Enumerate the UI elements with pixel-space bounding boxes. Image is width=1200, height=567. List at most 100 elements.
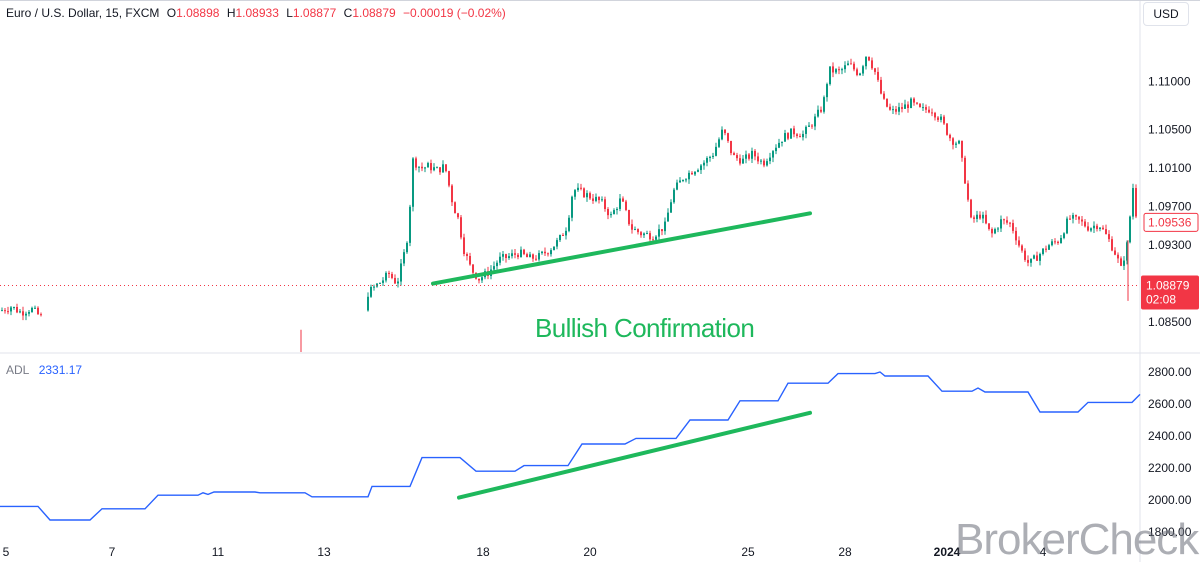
candle-body <box>547 253 549 255</box>
candle-body <box>409 206 411 243</box>
price-trendline <box>431 211 812 286</box>
candle-body <box>682 179 684 181</box>
candle-body <box>1129 216 1131 243</box>
candle-body <box>793 128 795 135</box>
candle-body <box>736 155 738 159</box>
candle-body <box>442 164 444 173</box>
candle-body <box>784 133 786 142</box>
candle-body <box>508 256 510 258</box>
price-tag-countdown: 02:08 <box>1146 293 1176 307</box>
high-value: 1.08933 <box>235 6 279 20</box>
symbol-legend: Euro / U.S. Dollar, 15, FXCM O1.08898 H1… <box>6 6 510 20</box>
candle-body <box>493 266 495 270</box>
candle-body <box>556 240 558 247</box>
candle-body <box>1069 218 1071 220</box>
candle-body <box>451 185 453 203</box>
candle-body <box>430 163 432 171</box>
high-label: H <box>226 6 236 20</box>
candle-body <box>1012 223 1014 231</box>
candle-body <box>661 229 663 232</box>
candle-body <box>628 209 630 225</box>
brokercheck-watermark: BrokerCheck <box>955 515 1199 564</box>
candle-body <box>1072 215 1074 219</box>
candle-body <box>397 281 399 284</box>
candle-body <box>751 150 753 159</box>
candle-body <box>766 161 768 166</box>
candle-body <box>646 233 648 235</box>
candle-body <box>1015 230 1017 241</box>
candle-body <box>754 150 756 157</box>
candle-body <box>853 63 855 70</box>
candle-body <box>22 311 24 316</box>
candle-body <box>13 306 15 308</box>
adl-tick-label: 2600.00 <box>1148 397 1192 411</box>
candle-body <box>946 123 948 135</box>
candle-body <box>664 221 666 232</box>
candle-body <box>961 140 963 158</box>
candle-body <box>523 249 525 255</box>
candle-body <box>892 109 894 111</box>
adl-legend: ADL 2331.17 <box>6 363 82 377</box>
candle-body <box>775 147 777 152</box>
candle-body <box>1030 258 1032 263</box>
candle-body <box>949 134 951 139</box>
candle-body <box>886 98 888 107</box>
candle-body <box>448 171 450 186</box>
candle-body <box>1057 241 1059 244</box>
candle-body <box>748 154 750 159</box>
candle-body <box>415 158 417 168</box>
candle-body <box>769 157 771 162</box>
candle-body <box>772 151 774 158</box>
candle-body <box>1000 219 1002 229</box>
candle-body <box>19 311 21 313</box>
candle-body <box>514 253 516 255</box>
candle-body <box>574 190 576 197</box>
change-value: −0.00019 (−0.02%) <box>403 6 506 20</box>
candle-body <box>1078 216 1080 220</box>
candle-body <box>517 254 519 258</box>
x-tick-label: 28 <box>838 545 852 559</box>
candle-body <box>910 98 912 108</box>
candle-body <box>388 272 390 274</box>
candle-body <box>379 282 381 284</box>
low-label: L <box>286 6 293 20</box>
candle-body <box>505 254 507 258</box>
candle-body <box>877 71 879 80</box>
candle-body <box>799 136 801 138</box>
candle-body <box>670 202 672 213</box>
candle-body <box>721 129 723 140</box>
candle-body <box>598 196 600 201</box>
candle-body <box>613 210 615 215</box>
x-tick-label: 13 <box>317 545 331 559</box>
candle-body <box>1060 237 1062 244</box>
currency-button[interactable]: USD <box>1143 2 1189 26</box>
candle-body <box>457 213 459 218</box>
candle-body <box>496 262 498 267</box>
candle-body <box>943 116 945 124</box>
candle-body <box>916 102 918 104</box>
x-tick-label: 4 <box>1040 545 1047 559</box>
candle-body <box>1021 245 1023 251</box>
symbol-title: Euro / U.S. Dollar, 15, FXCM <box>6 6 160 20</box>
candle-body <box>688 172 690 180</box>
candle-body <box>709 156 711 159</box>
candle-body <box>898 107 900 112</box>
candle-body <box>412 158 414 207</box>
price-tick-label: 1.11000 <box>1148 75 1191 89</box>
candle-body <box>1102 227 1104 230</box>
candle-body <box>1033 255 1035 259</box>
price-panel <box>0 56 1140 352</box>
price-axis: 1.08500 1.09300 1.09700 1.10100 1.10500 1.110… <box>3 75 1199 559</box>
candle-body <box>481 277 483 281</box>
candle-body <box>976 214 978 219</box>
candle-body <box>34 307 36 309</box>
candle-body <box>823 97 825 112</box>
candle-body <box>37 307 39 315</box>
candle-body <box>469 255 471 265</box>
candle-body <box>10 307 12 312</box>
candle-body <box>520 249 522 258</box>
candle-body <box>1090 228 1092 231</box>
candle-body <box>856 69 858 76</box>
